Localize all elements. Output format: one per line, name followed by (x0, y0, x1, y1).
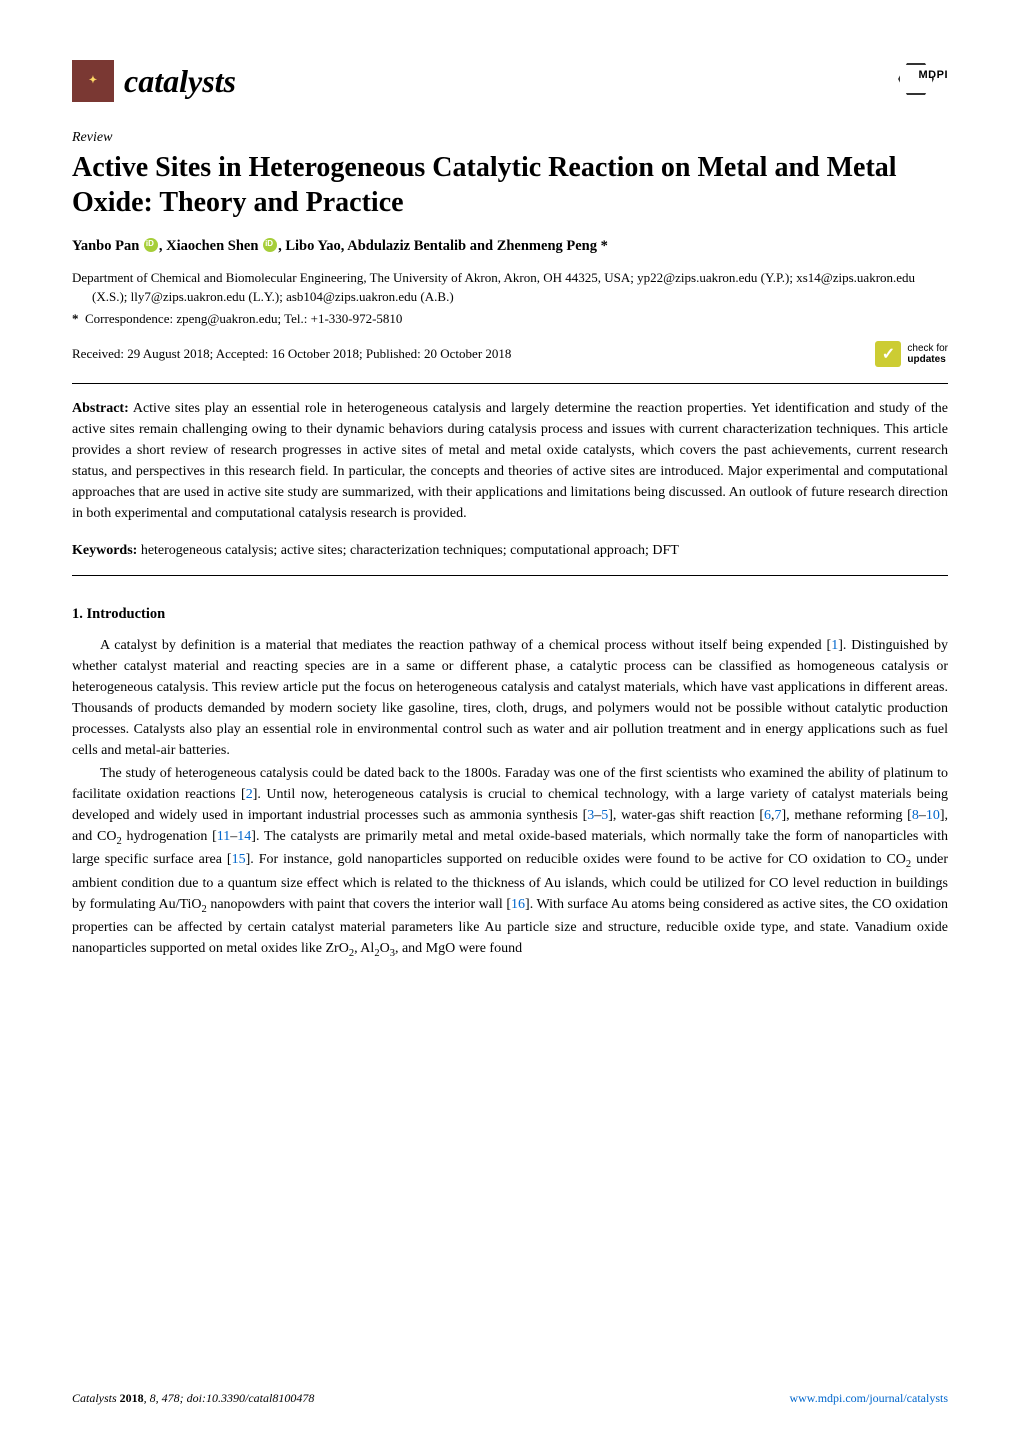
correspondence-star: * (72, 311, 79, 326)
affiliation: Department of Chemical and Biomolecular … (92, 269, 948, 307)
separator-bottom (72, 575, 948, 576)
author-names-rest: , Libo Yao, Abdulaziz Bentalib and Zhenm… (278, 238, 608, 254)
mdpi-logo: MDPI (898, 63, 948, 99)
correspondence-text: Correspondence: zpeng@uakron.edu; Tel.: … (85, 311, 402, 326)
citation-link[interactable]: 8 (912, 808, 919, 823)
abstract-block: Abstract: Active sites play an essential… (72, 398, 948, 524)
article-type: Review (72, 130, 948, 146)
citation-link[interactable]: 16 (511, 897, 525, 912)
journal-logo-glyph: ✦ (89, 76, 97, 86)
footer-rest: , 8, 478; doi:10.3390/catal8100478 (144, 1391, 315, 1405)
check-line2: updates (907, 354, 945, 365)
section-heading-1: 1. Introduction (72, 606, 948, 623)
para-text: ], methane reforming [ (781, 808, 911, 823)
orcid-icon[interactable] (144, 238, 158, 252)
para-text: nanopowders with paint that covers the i… (207, 897, 511, 912)
check-updates-text: check for updates (907, 343, 948, 365)
para-text: , and MgO were found (395, 941, 522, 956)
abstract-text: Active sites play an essential role in h… (72, 401, 948, 521)
para-text: ]. For instance, gold nanoparticles supp… (246, 852, 906, 867)
footer-journal: Catalysts (72, 1391, 117, 1405)
footer-left: Catalysts 2018, 8, 478; doi:10.3390/cata… (72, 1391, 314, 1406)
check-line1: check for (907, 343, 948, 354)
separator-top (72, 383, 948, 384)
mdpi-text: MDPI (919, 69, 949, 81)
intro-para-2: The study of heterogeneous catalysis cou… (72, 763, 948, 962)
author-name-2: , Xiaochen Shen (159, 238, 259, 254)
journal-name: catalysts (124, 63, 236, 100)
page-footer: Catalysts 2018, 8, 478; doi:10.3390/cata… (72, 1391, 948, 1406)
check-icon: ✓ (875, 341, 901, 367)
orcid-icon[interactable] (263, 238, 277, 252)
citation-link[interactable]: 15 (232, 852, 246, 867)
keywords-text: heterogeneous catalysis; active sites; c… (141, 543, 679, 558)
keywords-block: Keywords: heterogeneous catalysis; activ… (72, 540, 948, 561)
para-text: A catalyst by definition is a material t… (100, 638, 831, 653)
footer-right-link[interactable]: www.mdpi.com/journal/catalysts (789, 1391, 948, 1406)
abstract-label: Abstract: (72, 401, 129, 416)
para-text: , Al (354, 941, 374, 956)
para-text: hydrogenation [ (122, 829, 217, 844)
para-text: – (919, 808, 926, 823)
citation-link[interactable]: 11 (217, 829, 230, 844)
check-updates-badge[interactable]: ✓ check for updates (875, 341, 948, 367)
citation-link[interactable]: 14 (237, 829, 251, 844)
keywords-label: Keywords: (72, 543, 137, 558)
citation-link[interactable]: 6 (764, 808, 771, 823)
authors-line: Yanbo Pan , Xiaochen Shen , Libo Yao, Ab… (72, 238, 948, 255)
author-name-1: Yanbo Pan (72, 238, 139, 254)
article-title: Active Sites in Heterogeneous Catalytic … (72, 150, 948, 220)
journal-logo: ✦ catalysts (72, 60, 236, 102)
citation-link[interactable]: 10 (926, 808, 940, 823)
para-text: ], water-gas shift reaction [ (608, 808, 764, 823)
journal-logo-icon: ✦ (72, 60, 114, 102)
intro-para-1: A catalyst by definition is a material t… (72, 635, 948, 761)
dates-row: Received: 29 August 2018; Accepted: 16 O… (72, 341, 948, 367)
citation-link[interactable]: 2 (246, 787, 253, 802)
footer-year: 2018 (120, 1391, 144, 1405)
para-text: ]. Distinguished by whether catalyst mat… (72, 638, 948, 758)
correspondence: * Correspondence: zpeng@uakron.edu; Tel.… (92, 311, 948, 327)
publication-dates: Received: 29 August 2018; Accepted: 16 O… (72, 346, 511, 362)
para-text: O (380, 941, 390, 956)
header-row: ✦ catalysts MDPI (72, 60, 948, 102)
